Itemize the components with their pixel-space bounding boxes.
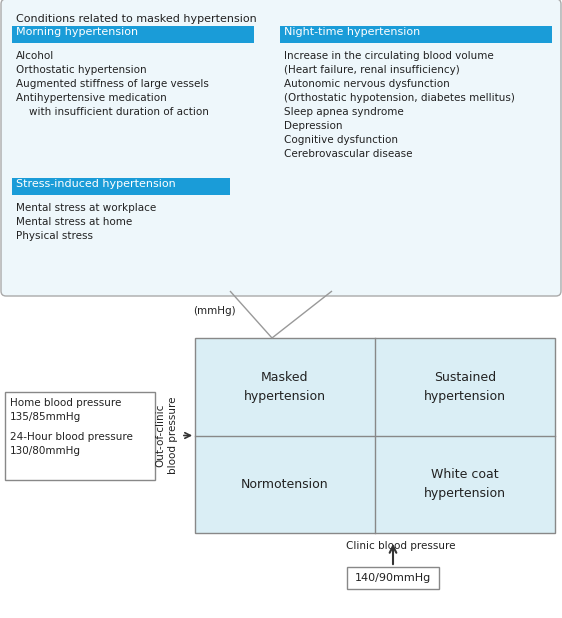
Text: Autonomic nervous dysfunction: Autonomic nervous dysfunction bbox=[284, 79, 450, 89]
Text: (mmHg): (mmHg) bbox=[193, 306, 235, 316]
Text: Antihypertensive medication: Antihypertensive medication bbox=[16, 93, 167, 103]
Text: Increase in the circulating blood volume: Increase in the circulating blood volume bbox=[284, 51, 494, 61]
Text: with insufficient duration of action: with insufficient duration of action bbox=[16, 107, 209, 117]
Text: Conditions related to masked hypertension: Conditions related to masked hypertensio… bbox=[16, 14, 257, 24]
Text: (Orthostatic hypotension, diabetes mellitus): (Orthostatic hypotension, diabetes melli… bbox=[284, 93, 515, 103]
Text: White coat
hypertension: White coat hypertension bbox=[424, 468, 506, 500]
Text: Alcohol: Alcohol bbox=[16, 51, 55, 61]
Text: Cerebrovascular disease: Cerebrovascular disease bbox=[284, 149, 413, 159]
Text: Normotension: Normotension bbox=[241, 478, 329, 491]
Text: 130/80mmHg: 130/80mmHg bbox=[10, 446, 81, 457]
Text: Cognitive dysfunction: Cognitive dysfunction bbox=[284, 135, 398, 145]
Text: Physical stress: Physical stress bbox=[16, 231, 93, 241]
Bar bbox=[280, 26, 552, 43]
Bar bbox=[5, 391, 155, 480]
Text: Mental stress at home: Mental stress at home bbox=[16, 217, 132, 227]
Text: Mental stress at workplace: Mental stress at workplace bbox=[16, 203, 156, 213]
Text: Sleep apnea syndrome: Sleep apnea syndrome bbox=[284, 107, 404, 117]
Bar bbox=[347, 567, 439, 589]
Text: Night-time hypertension: Night-time hypertension bbox=[284, 27, 420, 37]
Text: Home blood pressure: Home blood pressure bbox=[10, 397, 121, 407]
Text: 24-Hour blood pressure: 24-Hour blood pressure bbox=[10, 433, 133, 442]
Text: Stress-induced hypertension: Stress-induced hypertension bbox=[16, 179, 176, 189]
Text: Depression: Depression bbox=[284, 121, 342, 131]
Text: Augmented stiffness of large vessels: Augmented stiffness of large vessels bbox=[16, 79, 209, 89]
Text: Morning hypertension: Morning hypertension bbox=[16, 27, 138, 37]
Bar bbox=[12, 178, 230, 195]
Text: 135/85mmHg: 135/85mmHg bbox=[10, 412, 81, 421]
Text: Out-of-clinic
blood pressure: Out-of-clinic blood pressure bbox=[156, 397, 178, 474]
Text: Masked
hypertension: Masked hypertension bbox=[244, 371, 326, 403]
Bar bbox=[12, 26, 254, 43]
Text: Clinic blood pressure: Clinic blood pressure bbox=[346, 541, 456, 551]
Text: Sustained
hypertension: Sustained hypertension bbox=[424, 371, 506, 403]
Text: Orthostatic hypertension: Orthostatic hypertension bbox=[16, 65, 147, 75]
FancyBboxPatch shape bbox=[1, 0, 561, 296]
Text: 140/90mmHg: 140/90mmHg bbox=[355, 573, 431, 583]
Text: (Heart failure, renal insufficiency): (Heart failure, renal insufficiency) bbox=[284, 65, 460, 75]
Bar bbox=[195, 338, 555, 533]
